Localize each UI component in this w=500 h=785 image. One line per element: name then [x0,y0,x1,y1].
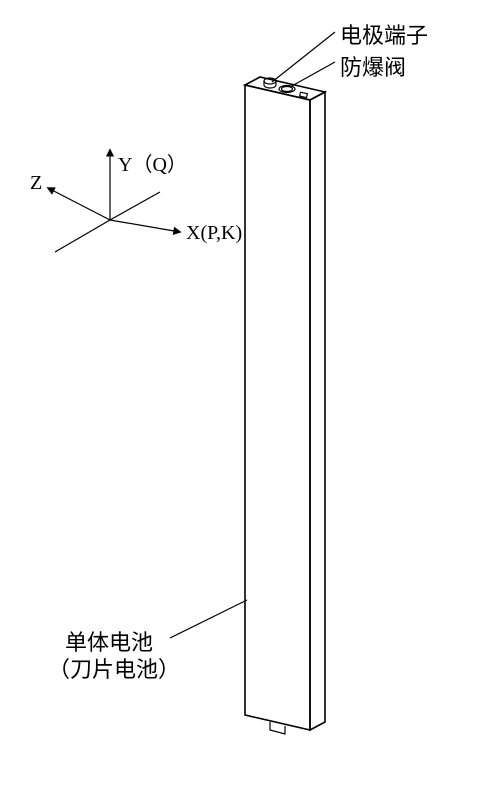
label-electrode-terminal: 电极端子 [340,18,428,50]
axis-label-y: Y（Q） [118,148,187,177]
label-battery-sub: （刀片电池） [48,652,180,684]
label-explosion-valve: 防爆阀 [340,50,406,82]
battery-cuboid [245,77,325,734]
axis-label-x: X(P,K) [186,222,242,245]
axis-label-z: Z [30,172,42,195]
